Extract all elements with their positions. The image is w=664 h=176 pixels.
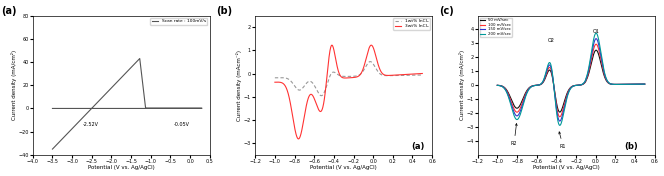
Y-axis label: Current density (mA/cm²): Current density (mA/cm²): [459, 50, 465, 120]
Y-axis label: Current density (mAcm⁻²): Current density (mAcm⁻²): [236, 50, 242, 121]
Text: R2: R2: [511, 124, 517, 146]
Text: R1: R1: [559, 132, 566, 149]
X-axis label: Potential (V vs. Ag/AgCl): Potential (V vs. Ag/AgCl): [88, 165, 155, 170]
X-axis label: Potential (V vs. Ag/AgCl): Potential (V vs. Ag/AgCl): [533, 165, 600, 170]
Text: (c): (c): [439, 6, 454, 15]
Text: (b): (b): [625, 142, 638, 151]
Text: (a): (a): [411, 142, 424, 151]
Legend: 1wt% InCl₃, 3wt% InCl₃: 1wt% InCl₃, 3wt% InCl₃: [393, 18, 430, 30]
Y-axis label: Current density (mA/cm²): Current density (mA/cm²): [11, 50, 17, 120]
Text: O1: O1: [593, 29, 600, 34]
Text: O2: O2: [548, 38, 555, 43]
Text: -2.52V: -2.52V: [83, 122, 99, 127]
Legend: 50 mV/sec, 100 m/Vsec, 150 mV/sec, 200 mV/sec: 50 mV/sec, 100 m/Vsec, 150 mV/sec, 200 m…: [479, 17, 512, 37]
Text: -0.05V: -0.05V: [174, 122, 190, 127]
X-axis label: Potential (V vs. Ag/AgCl): Potential (V vs. Ag/AgCl): [310, 165, 377, 170]
Text: (b): (b): [216, 6, 232, 15]
Text: (a): (a): [1, 6, 17, 15]
Legend: Scan rate : 100mV/s: Scan rate : 100mV/s: [151, 18, 207, 25]
